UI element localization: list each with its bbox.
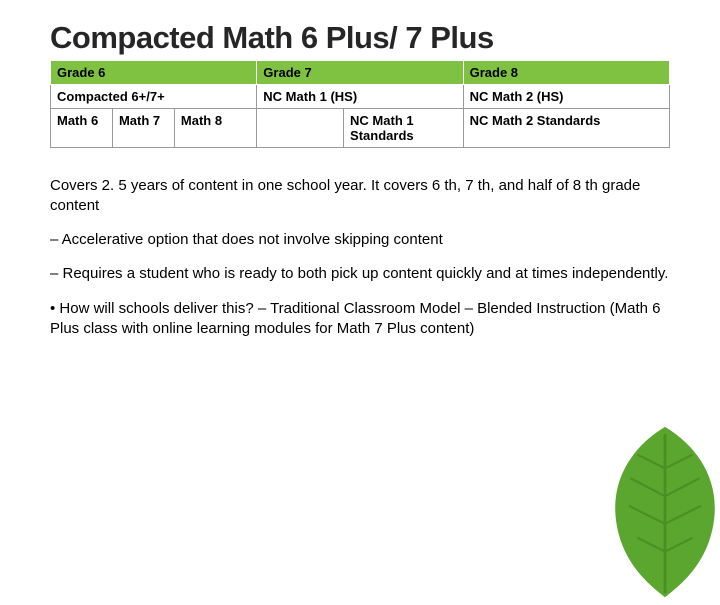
cell-grade7: Grade 7 bbox=[257, 60, 463, 84]
cell-math8: Math 8 bbox=[174, 108, 256, 147]
cell-grade6: Grade 6 bbox=[51, 60, 257, 84]
cell-blank bbox=[257, 108, 344, 147]
cell-ncmath1std: NC Math 1 Standards bbox=[344, 108, 464, 147]
cell-ncmath1: NC Math 1 (HS) bbox=[257, 84, 463, 108]
cell-compacted: Compacted 6+/7+ bbox=[51, 84, 257, 108]
cell-grade8: Grade 8 bbox=[463, 60, 669, 84]
course-table: Grade 6 Grade 7 Grade 8 Compacted 6+/7+ … bbox=[50, 60, 670, 148]
cell-ncmath2std: NC Math 2 Standards bbox=[463, 108, 669, 147]
table-row: Math 6 Math 7 Math 8 NC Math 1 Standards… bbox=[51, 108, 670, 147]
leaf-icon bbox=[595, 420, 720, 600]
table-row: Compacted 6+/7+ NC Math 1 (HS) NC Math 2… bbox=[51, 84, 670, 108]
paragraph: • How will schools deliver this? – Tradi… bbox=[50, 299, 670, 340]
table-row: Grade 6 Grade 7 Grade 8 bbox=[51, 60, 670, 84]
body-text: Covers 2. 5 years of content in one scho… bbox=[50, 176, 670, 340]
cell-ncmath2: NC Math 2 (HS) bbox=[463, 84, 669, 108]
paragraph: – Accelerative option that does not invo… bbox=[50, 230, 670, 250]
paragraph: – Requires a student who is ready to bot… bbox=[50, 264, 670, 284]
page-title: Compacted Math 6 Plus/ 7 Plus bbox=[50, 20, 670, 56]
cell-math6: Math 6 bbox=[51, 108, 113, 147]
cell-math7: Math 7 bbox=[112, 108, 174, 147]
paragraph: Covers 2. 5 years of content in one scho… bbox=[50, 176, 670, 217]
